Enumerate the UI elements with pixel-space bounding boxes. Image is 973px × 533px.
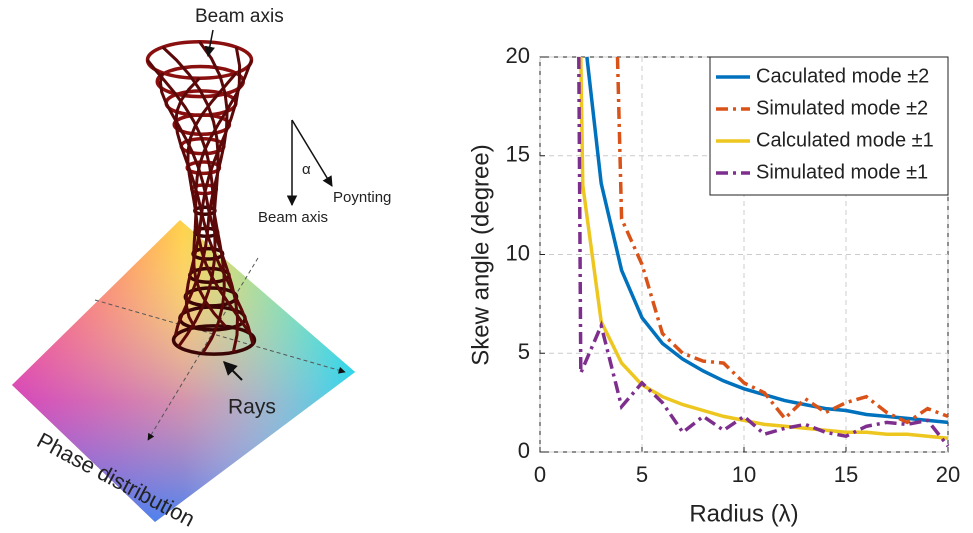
y-tick-label: 10 <box>506 240 530 265</box>
y-axis-label: Skew angle (degree) <box>467 144 494 365</box>
ray <box>184 46 242 329</box>
label: Rays <box>228 396 276 419</box>
label: Beam axis <box>258 209 328 226</box>
phase-plane-shade <box>12 220 355 522</box>
ray-loop <box>193 205 217 217</box>
arrow <box>223 361 243 381</box>
series-line <box>577 56 950 448</box>
legend-label: Simulated mode ±1 <box>756 161 928 183</box>
plane-axis <box>147 257 259 441</box>
series-lines <box>577 56 950 448</box>
legend-label: Calculated mode ±1 <box>756 129 934 151</box>
ray <box>192 59 253 328</box>
illustration: Beam axis α Poynting Beam axis Rays Phas… <box>12 6 391 532</box>
ray <box>161 46 220 348</box>
ray <box>173 40 229 337</box>
ray <box>158 72 240 353</box>
legend-label: Simulated mode ±2 <box>756 97 928 119</box>
y-tick-label: 0 <box>518 438 530 463</box>
x-tick-label: 20 <box>936 462 960 487</box>
x-tick-label: 5 <box>636 462 648 487</box>
plane-axis <box>94 299 346 374</box>
ray <box>186 71 251 335</box>
legend-label: Caculated mode ±2 <box>756 65 929 87</box>
ray-loop <box>171 324 257 356</box>
legend: Caculated mode ±2 Simulated mode ±2 Calcul… <box>709 56 949 196</box>
y-tick-label: 15 <box>506 142 530 167</box>
x-tick-label: 0 <box>534 462 546 487</box>
arrow <box>291 119 333 187</box>
y-tick-label: 20 <box>506 43 530 68</box>
arrow <box>204 29 215 58</box>
label: α <box>302 161 311 178</box>
series-line <box>579 56 949 440</box>
x-tick-label: 10 <box>732 462 756 487</box>
label: Beam axis <box>195 6 284 27</box>
x-axis-label: Radius (λ) <box>689 500 798 527</box>
rays-bundle <box>145 40 257 356</box>
label: Poynting <box>333 189 391 206</box>
x-tick-label: 15 <box>834 462 858 487</box>
y-tick-label: 5 <box>518 339 530 364</box>
